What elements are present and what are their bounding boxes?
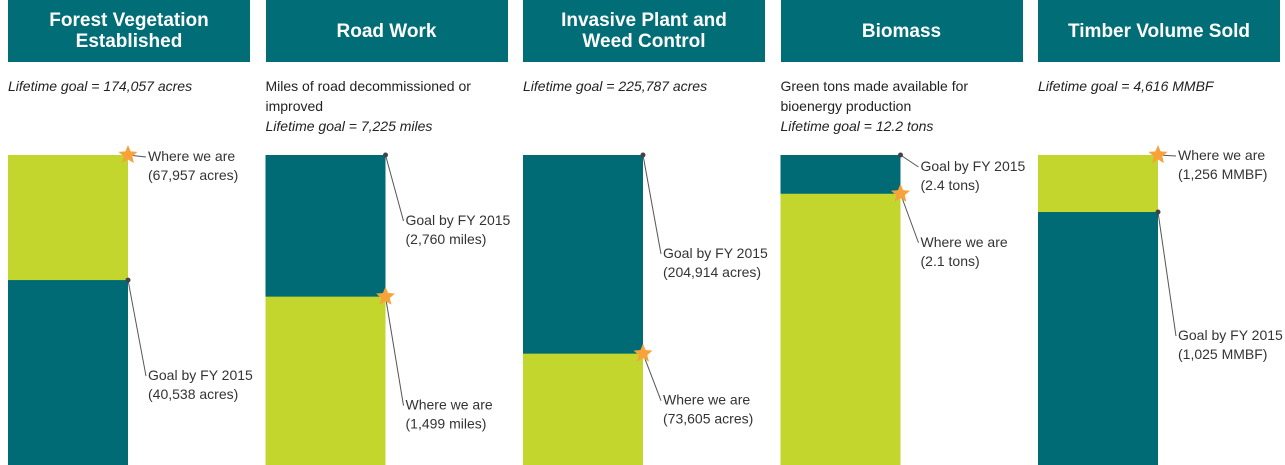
callout-name: Where we are — [663, 392, 750, 408]
bar-segment — [780, 193, 901, 465]
dot-marker — [898, 152, 903, 158]
panel-header: Biomass — [780, 0, 1023, 62]
star-marker — [118, 145, 138, 164]
callout-value: (2.1 tons) — [921, 253, 980, 269]
panel-subtitle: Green tons made available for bioenergy … — [780, 78, 969, 114]
panel-title: Timber Volume Sold — [1068, 20, 1250, 42]
callout-value: (2.4 tons) — [921, 177, 980, 193]
callout-name: Where we are — [1178, 147, 1265, 163]
bar-segment — [8, 280, 128, 465]
callout-value: (1,256 MMBF) — [1178, 166, 1267, 182]
callout-line — [900, 193, 919, 243]
callout-value: (1,499 miles) — [406, 416, 487, 432]
panel-title: Road Work — [336, 20, 437, 42]
lifetime-goal: Lifetime goal = 12.2 tons — [780, 118, 934, 134]
callout-line — [1157, 211, 1177, 337]
star-marker — [891, 183, 910, 202]
panel-description: Lifetime goal = 4,616 MMBF — [1038, 76, 1263, 96]
lifetime-goal: Lifetime goal = 7,225 miles — [265, 118, 433, 134]
dot-marker — [383, 152, 388, 158]
callout-line — [127, 279, 147, 377]
lifetime-goal: Lifetime goal = 225,787 acres — [523, 78, 708, 94]
callout-value: (2,760 miles) — [406, 231, 487, 247]
callout-line — [900, 154, 919, 168]
panel-description: Miles of road decommissioned or improved… — [266, 76, 491, 136]
panel-description: Lifetime goal = 225,787 acres — [523, 76, 748, 96]
callout-name: Goal by FY 2015 — [406, 212, 511, 228]
star-marker — [633, 343, 653, 362]
callout-value: (40,538 acres) — [148, 386, 238, 402]
callout-name: Goal by FY 2015 — [1178, 327, 1283, 343]
callout-name: Goal by FY 2015 — [921, 158, 1026, 174]
bar-segment — [1038, 212, 1158, 465]
panel-title: Forest Vegetation Established — [49, 10, 209, 52]
dot-marker — [125, 277, 131, 283]
panel-header: Road Work — [265, 0, 508, 62]
callout-line — [385, 154, 404, 222]
panel-header: Invasive Plant and Weed Control — [523, 0, 765, 62]
bar-segment — [265, 296, 386, 465]
callout-line — [642, 154, 662, 255]
panel-subtitle: Miles of road decommissioned or improved — [265, 78, 471, 114]
panel-title: Biomass — [861, 20, 942, 42]
star-marker — [1148, 145, 1168, 164]
callout-value: (73,605 acres) — [663, 411, 753, 427]
lifetime-goal: Lifetime goal = 4,616 MMBF — [1038, 78, 1214, 94]
callout-value: (67,957 acres) — [148, 167, 238, 183]
callout-name: Where we are — [148, 148, 235, 164]
callout-value: (204,914 acres) — [663, 264, 761, 280]
bar-segment — [523, 353, 643, 465]
callout-name: Goal by FY 2015 — [148, 367, 253, 383]
panel-description: Lifetime goal = 174,057 acres — [8, 76, 233, 96]
panel-header: Timber Volume Sold — [1038, 0, 1280, 62]
callout-name: Where we are — [921, 234, 1008, 250]
panel-title: Invasive Plant and Weed Control — [561, 10, 727, 52]
dot-marker — [640, 152, 646, 158]
panel-description: Green tons made available for bioenergy … — [781, 76, 1006, 136]
callout-name: Where we are — [406, 397, 493, 413]
panel-header: Forest Vegetation Established — [8, 0, 250, 62]
dot-marker — [1155, 209, 1161, 215]
callout-line — [642, 353, 662, 401]
star-marker — [376, 286, 395, 305]
callout-value: (1,025 MMBF) — [1178, 346, 1267, 362]
callout-line — [385, 296, 404, 406]
callout-name: Goal by FY 2015 — [663, 245, 768, 261]
lifetime-goal: Lifetime goal = 174,057 acres — [8, 78, 193, 94]
